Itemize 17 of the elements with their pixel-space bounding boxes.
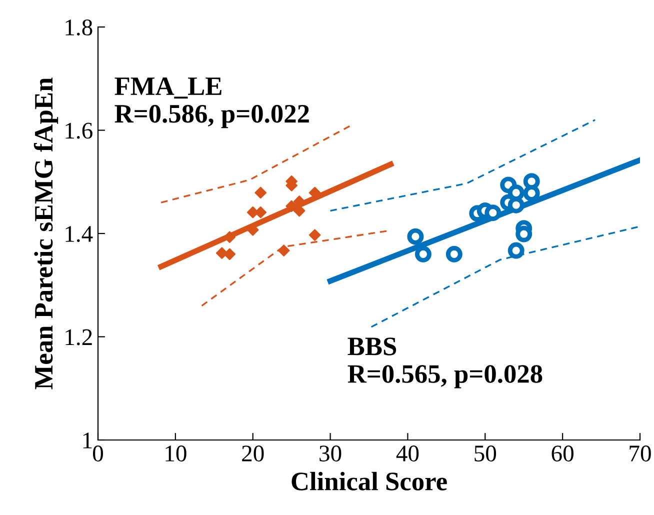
y-tick-label: 1.8: [66, 19, 92, 36]
y-axis-title: Mean Paretic sEMG fApEn: [34, 78, 58, 390]
x-tick-label: 0: [92, 446, 104, 462]
x-tick-label: 10: [166, 446, 186, 462]
y-tick-label: 1.4: [66, 226, 93, 242]
x-tick-label: 20: [242, 446, 264, 462]
y-tick-label: 1.2: [66, 329, 92, 346]
annotation: FMA_LE R=0.586, p=0.022: [114, 77, 309, 128]
x-tick-label: 30: [320, 446, 342, 462]
x-tick-label: 40: [396, 446, 419, 462]
x-axis-title: Clinical Score: [292, 472, 447, 490]
y-tick-label: 1.6: [66, 122, 92, 139]
y-tick-label: 1: [83, 432, 92, 448]
x-tick-label: 50: [474, 446, 496, 462]
x-tick-label: 70: [630, 446, 651, 462]
annotation: BBS R=0.565, p=0.028: [348, 338, 542, 388]
x-tick-label: 60: [552, 446, 574, 462]
